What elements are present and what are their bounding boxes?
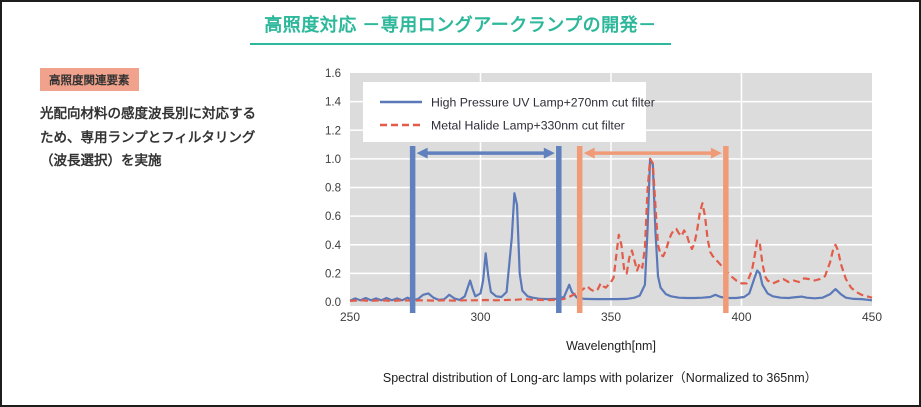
y-tick-label: 0.2	[325, 268, 341, 280]
y-tick-label: 0.4	[325, 240, 342, 252]
x-tick-label: 400	[731, 310, 751, 324]
metal-halide-filter-range-left-bar	[576, 146, 583, 313]
y-tick-label: 1.2	[325, 125, 341, 137]
x-tick-label: 250	[340, 310, 360, 324]
x-tick-label: 350	[601, 310, 621, 324]
spectral-chart: 0.0 0.2 0.4 0.6 0.8 1.0 1.2 1.4 1.6 250 300 350 400 4…	[325, 68, 882, 353]
x-tick-label: 450	[862, 310, 882, 324]
legend-label: High Pressure UV Lamp+270nm cut filter	[431, 96, 655, 110]
uv-lamp-filter-range-arrow-head-left	[416, 147, 428, 159]
side-panel: 高照度関連要素 光配向材料の感度波長別に対応する ため、専用ランプとフィルタリン…	[40, 68, 296, 173]
metal-halide-filter-range-right-bar	[723, 146, 729, 313]
metal-halide-filter-range-arrow-head-right	[710, 147, 722, 159]
y-tick-label: 0.8	[325, 183, 341, 195]
legend-box	[363, 82, 646, 142]
metal-halide-filter-range-arrow-head-left	[583, 147, 595, 159]
y-tick-label: 0.6	[325, 211, 341, 223]
uv-lamp-filter-range-left-bar	[409, 146, 416, 313]
y-tick-label: 1.4	[325, 97, 342, 109]
category-badge: 高照度関連要素	[40, 68, 139, 91]
x-axis-label: Wavelength[nm]	[566, 339, 656, 353]
page-title-wrap: 高照度対応 －専用ロングアークランプの開発－	[2, 11, 919, 45]
y-tick-label: 1.6	[325, 68, 341, 80]
uv-lamp-filter-range-arrow-head-right	[543, 147, 555, 159]
y-tick-label: 0.0	[325, 297, 341, 309]
uv-lamp-filter-range-right-bar	[556, 146, 562, 313]
chart-caption: Spectral distribution of Long-arc lamps …	[382, 371, 818, 385]
series-line-metal-halide	[349, 157, 873, 302]
description-text: 光配向材料の感度波長別に対応する ため、専用ランプとフィルタリング （波長選択）…	[40, 106, 256, 169]
y-tick-label: 1.0	[325, 154, 341, 166]
legend-label: Metal Halide Lamp+330nm cut filter	[431, 119, 625, 133]
x-tick-label: 300	[470, 310, 490, 324]
page-title: 高照度対応 －専用ロングアークランプの開発－	[250, 11, 671, 45]
